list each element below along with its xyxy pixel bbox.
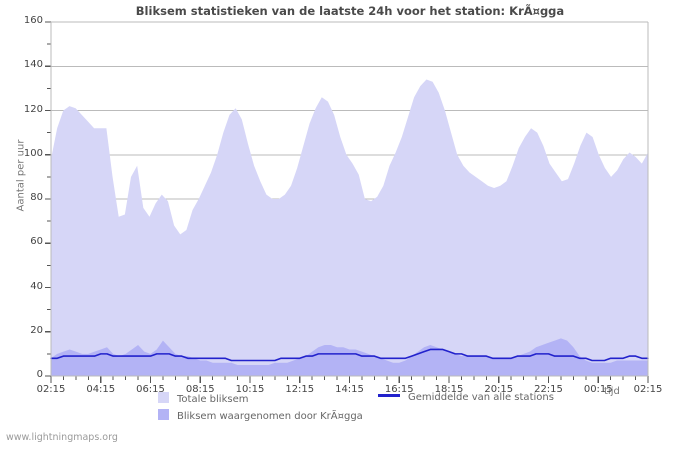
series-group (50, 79, 649, 377)
x-tick-label: 04:15 (86, 384, 116, 395)
legend-item[interactable]: Bliksem waargenomen door KrÃ¤gga (158, 409, 363, 422)
chart-legend: Totale bliksem Bliksem waargenomen door K… (0, 390, 700, 426)
legend-item[interactable]: Totale bliksem (158, 392, 248, 405)
legend-color-swatch (158, 409, 169, 420)
x-tick-label: 20:15 (484, 384, 514, 395)
y-tick-label: 80 (30, 192, 43, 203)
y-tick-label: 160 (23, 15, 43, 26)
y-tick-label: 40 (30, 280, 43, 292)
x-tick-label: 02:15 (633, 384, 663, 395)
x-tick-label: 02:15 (36, 384, 66, 395)
x-tick-label: 18:15 (434, 384, 464, 395)
chart-title: Bliksem statistieken van de laatste 24h … (135, 4, 565, 18)
y-tick-label: 60 (30, 236, 43, 248)
plot-frame (50, 21, 649, 377)
x-tick-label: 14:15 (335, 384, 364, 395)
legend-label: Bliksem waargenomen door KrÃ¤gga (177, 411, 363, 422)
x-tick-label: 22:15 (534, 384, 563, 395)
x-tick-label: 06:15 (136, 384, 165, 395)
y-tick-label: 20 (30, 324, 43, 336)
legend-color-swatch (158, 392, 169, 403)
legend-item[interactable]: Gemiddelde van alle stations (378, 392, 554, 403)
x-tick-label: 00:15 (583, 384, 613, 395)
x-tick-label: 16:15 (384, 384, 414, 395)
y-tick-label: 0 (36, 369, 43, 380)
y-tick-label: 100 (23, 147, 43, 159)
x-tick-label: 08:15 (185, 384, 215, 395)
legend-label: Gemiddelde van alle stations (408, 392, 554, 403)
legend-label: Totale bliksem (177, 394, 249, 405)
x-axis-label: tijd (604, 386, 620, 397)
axis-ticks (45, 21, 649, 383)
y-tick-label: 120 (23, 103, 43, 115)
y-tick-label: 140 (23, 59, 43, 71)
x-tick-label: 12:15 (285, 384, 315, 395)
x-tick-label: 10:15 (235, 384, 265, 395)
legend-line-marker (378, 394, 400, 397)
footer-credit: www.lightningmaps.org (6, 432, 118, 443)
